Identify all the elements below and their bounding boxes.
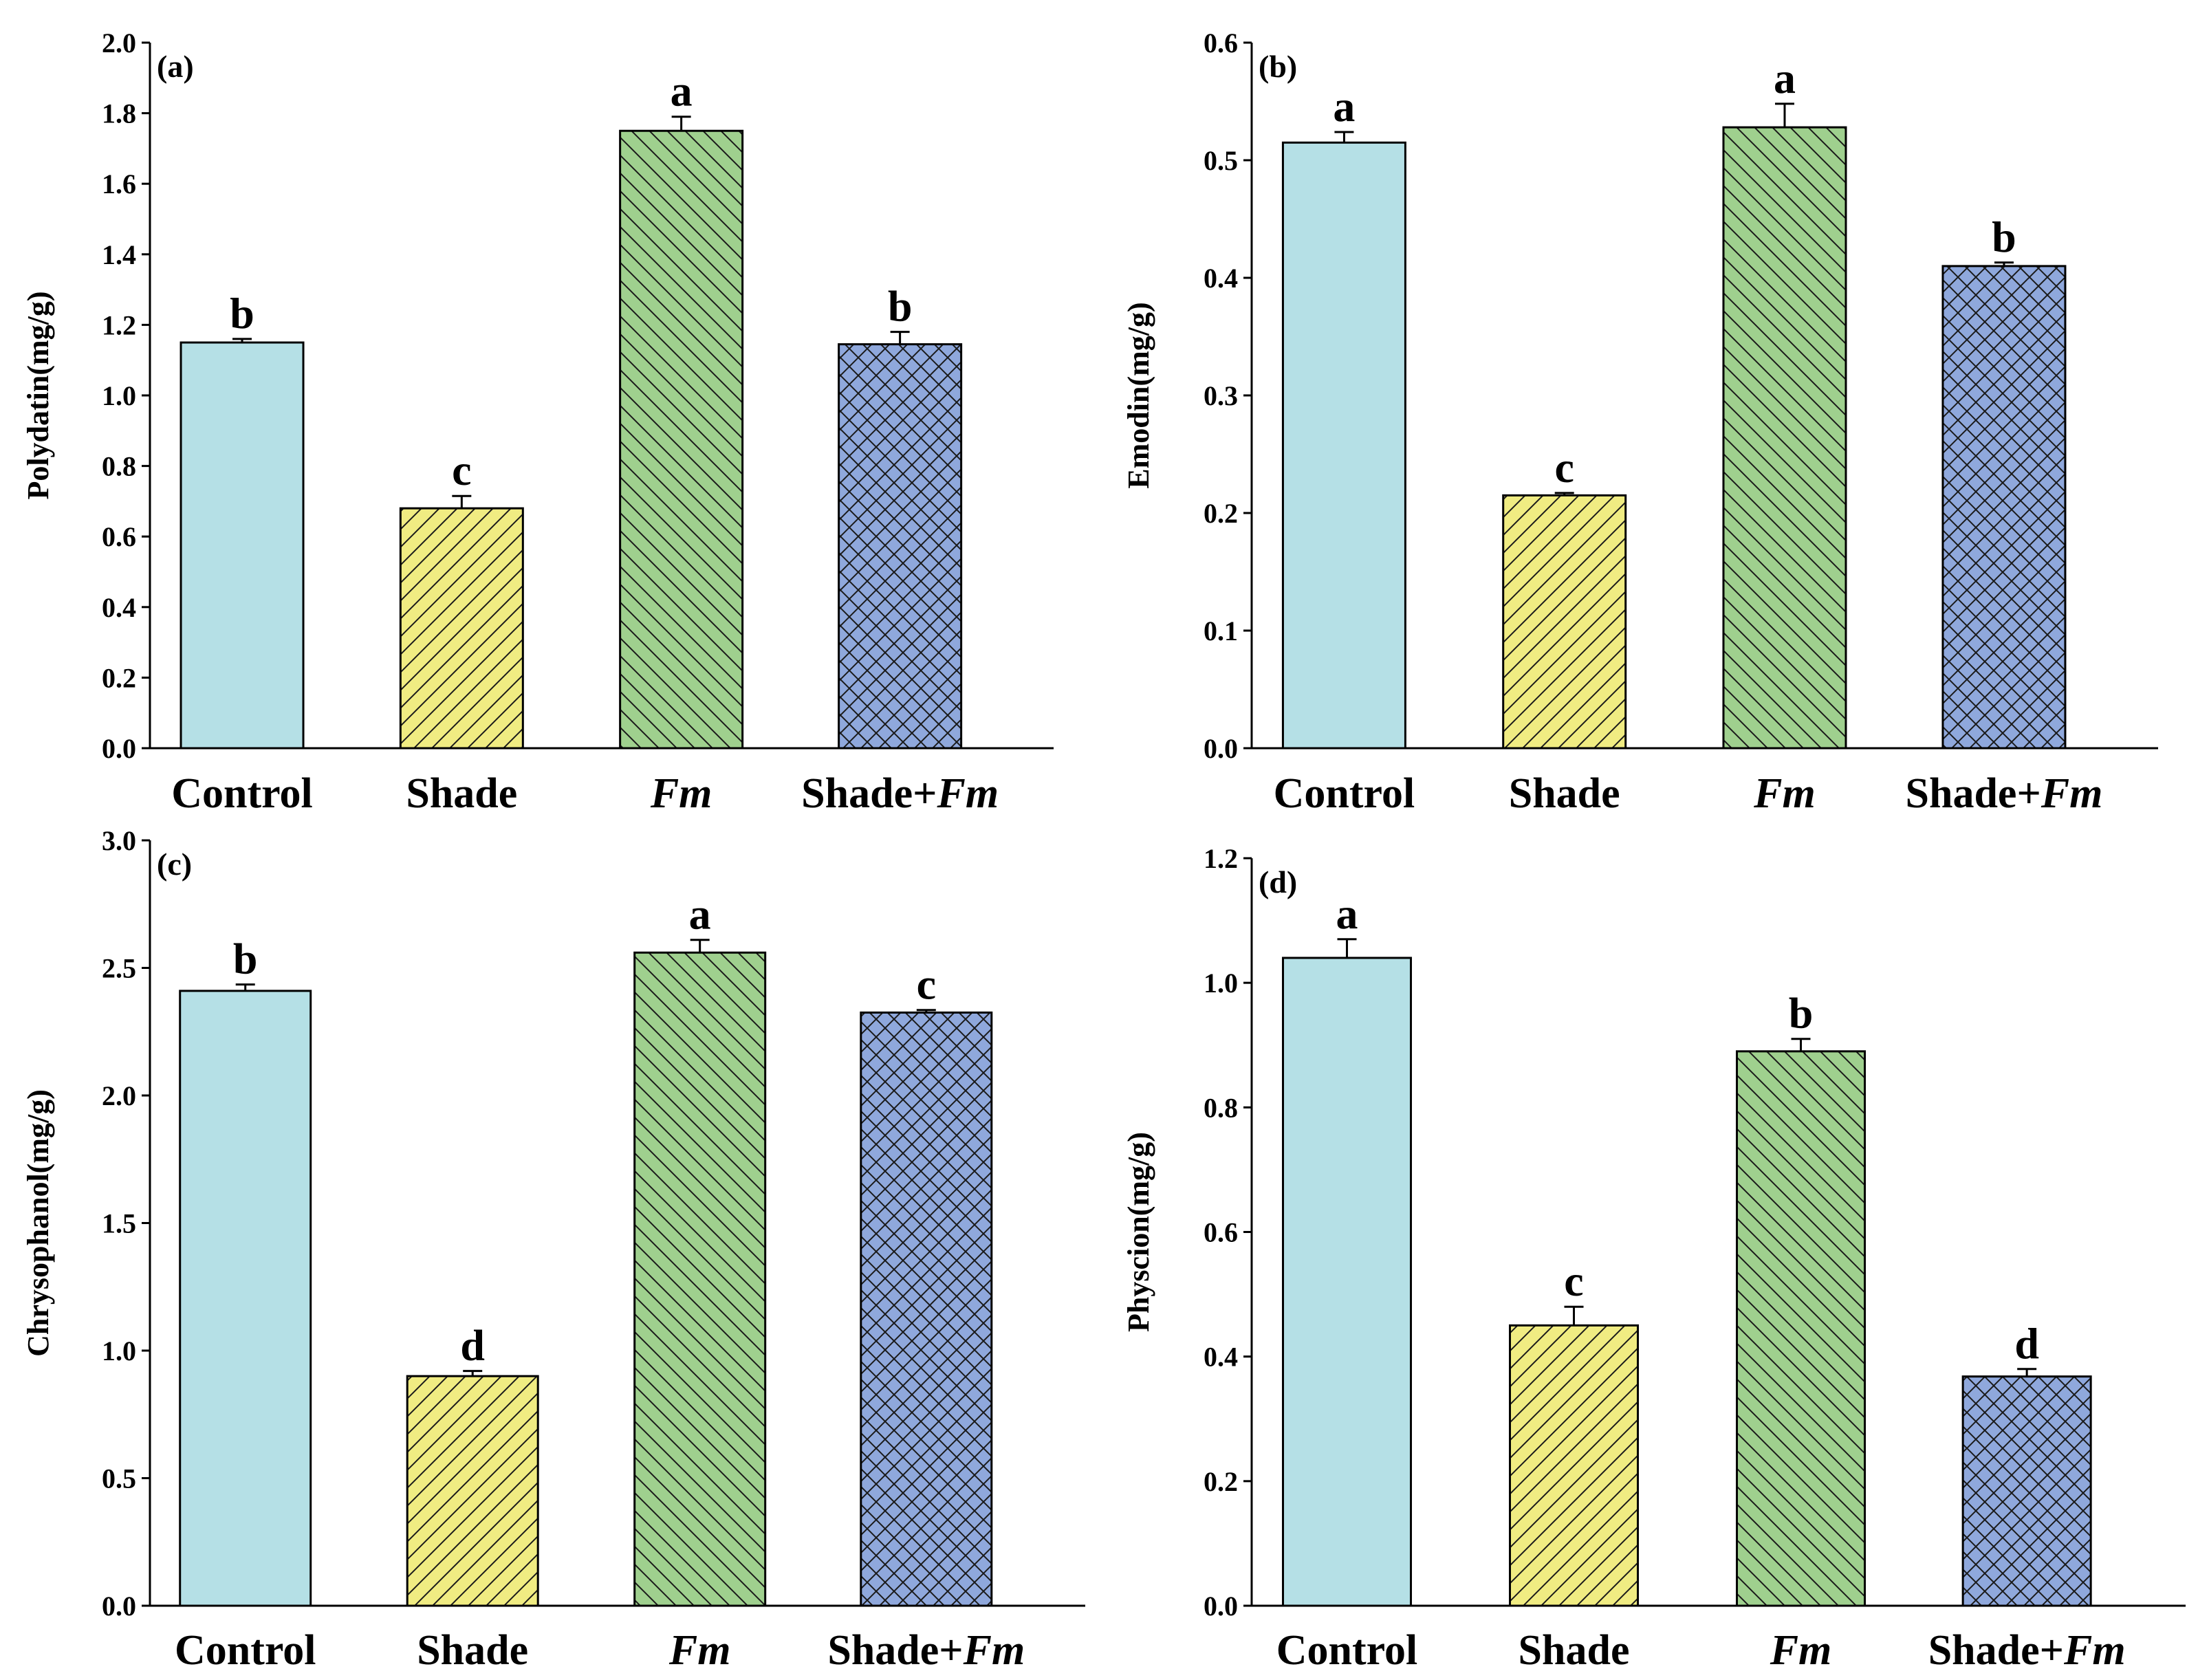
bar-fill-0 (1283, 142, 1406, 749)
y-tick-label: 0.0 (102, 1591, 136, 1622)
y-tick-label: 0.5 (102, 1463, 136, 1494)
chart-panel-a: b Control c Shade a Fm b Shade+Fm 0.0 0.2 0.4 0.6 0.… (21, 28, 1054, 817)
category-label-3: Shade+Fm (801, 770, 999, 817)
significance-label-1: c (1564, 1256, 1583, 1305)
y-tick-label: 0.0 (1204, 733, 1238, 764)
category-label-1: Shade (1509, 770, 1620, 817)
y-axis-title: Emodin(mg/g) (1122, 302, 1155, 488)
significance-label-1: c (452, 446, 471, 494)
category-label-2: Fm (1753, 770, 1816, 817)
bar-hatch-3 (860, 1012, 992, 1606)
significance-label-2: a (1774, 54, 1796, 102)
category-label-1: Shade (417, 1627, 528, 1674)
category-label-2: Fm (650, 770, 712, 817)
significance-label-0: b (233, 935, 258, 983)
significance-label-2: a (689, 890, 711, 939)
panel-tag: (d) (1259, 864, 1297, 899)
significance-label-1: c (1555, 443, 1574, 492)
y-tick-label: 1.5 (102, 1208, 136, 1239)
y-tick-label: 0.2 (1204, 1466, 1238, 1497)
category-label-0: Control (1274, 770, 1415, 817)
y-tick-label: 0.6 (1204, 1217, 1238, 1248)
significance-label-3: b (888, 282, 913, 331)
bar-hatch-3 (1963, 1376, 2091, 1606)
panel-tag: (c) (157, 847, 192, 882)
significance-label-1: d (460, 1321, 485, 1370)
y-tick-label: 1.0 (1204, 968, 1238, 999)
y-tick-label: 0.6 (102, 521, 136, 552)
y-axis-title: Chrysophanol(mg/g) (21, 1089, 55, 1357)
y-tick-label: 2.0 (102, 28, 136, 58)
y-tick-label: 1.4 (102, 239, 136, 270)
y-axis-title: Polydatin(mg/g) (21, 291, 55, 499)
y-tick-label: 2.5 (102, 953, 136, 984)
category-label-3: Shade+Fm (1928, 1627, 2126, 1674)
y-tick-label: 1.2 (102, 309, 136, 340)
y-tick-label: 1.0 (102, 380, 136, 411)
category-label-0: Control (171, 770, 313, 817)
y-tick-label: 0.4 (1204, 263, 1238, 294)
significance-label-3: d (2014, 1319, 2039, 1368)
y-tick-label: 0.4 (102, 592, 136, 623)
bar-hatch-1 (1503, 495, 1626, 748)
y-tick-label: 1.0 (102, 1335, 136, 1366)
panel-tag: (b) (1259, 49, 1297, 84)
chart-panel-d: a Control c Shade b Fm d Shade+Fm 0.0 0.2 0.4 0.6 0.… (1122, 843, 2186, 1674)
chart-panel-c: b Control d Shade a Fm c Shade+Fm 0.0 0.5 1.0 1.5 2.… (21, 825, 1085, 1674)
bar-fill-0 (179, 990, 311, 1606)
bar-hatch-2 (620, 131, 743, 748)
significance-label-0: a (1333, 82, 1355, 131)
y-tick-label: 0.4 (1204, 1342, 1238, 1373)
significance-label-3: b (1992, 212, 2016, 261)
significance-label-0: b (230, 289, 254, 338)
bar-hatch-2 (1737, 1051, 1865, 1606)
category-label-2: Fm (668, 1627, 731, 1674)
y-tick-label: 0.2 (1204, 498, 1238, 529)
category-label-3: Shade+Fm (1905, 770, 2102, 817)
significance-label-3: c (917, 960, 936, 1009)
bar-hatch-3 (1942, 265, 2065, 748)
y-tick-label: 0.1 (1204, 615, 1238, 646)
category-label-0: Control (175, 1627, 316, 1674)
bar-hatch-2 (1723, 127, 1846, 748)
y-tick-label: 0.3 (1204, 380, 1238, 411)
y-tick-label: 0.8 (102, 451, 136, 482)
y-tick-label: 2.0 (102, 1080, 136, 1111)
category-label-0: Control (1276, 1627, 1418, 1674)
y-tick-label: 3.0 (102, 825, 136, 856)
bar-hatch-1 (407, 1376, 538, 1606)
significance-label-2: b (1789, 989, 1814, 1038)
category-label-1: Shade (406, 770, 517, 817)
bar-fill-0 (181, 342, 304, 748)
y-tick-label: 1.6 (102, 168, 136, 199)
chart-panel-b: a Control c Shade a Fm b Shade+Fm 0.0 0.1 0.2 0.3 0.… (1122, 28, 2158, 817)
y-tick-label: 0.6 (1204, 28, 1238, 58)
y-tick-label: 0.5 (1204, 145, 1238, 176)
y-tick-label: 1.8 (102, 98, 136, 129)
panel-tag: (a) (157, 49, 194, 84)
y-axis-title: Physcion(mg/g) (1122, 1132, 1155, 1332)
bar-hatch-2 (634, 952, 765, 1606)
bar-hatch-1 (400, 508, 523, 748)
category-label-1: Shade (1519, 1627, 1630, 1674)
bar-hatch-1 (1510, 1325, 1638, 1606)
y-tick-label: 1.2 (1204, 843, 1238, 874)
y-tick-label: 0.0 (102, 733, 136, 764)
significance-label-0: a (1336, 889, 1358, 938)
category-label-3: Shade+Fm (827, 1627, 1025, 1674)
bar-hatch-3 (838, 344, 961, 748)
bar-fill-0 (1283, 957, 1411, 1606)
y-tick-label: 0.8 (1204, 1092, 1238, 1123)
y-tick-label: 0.2 (102, 662, 136, 693)
y-tick-label: 0.0 (1204, 1591, 1238, 1622)
category-label-2: Fm (1770, 1627, 1832, 1674)
significance-label-2: a (671, 67, 693, 116)
